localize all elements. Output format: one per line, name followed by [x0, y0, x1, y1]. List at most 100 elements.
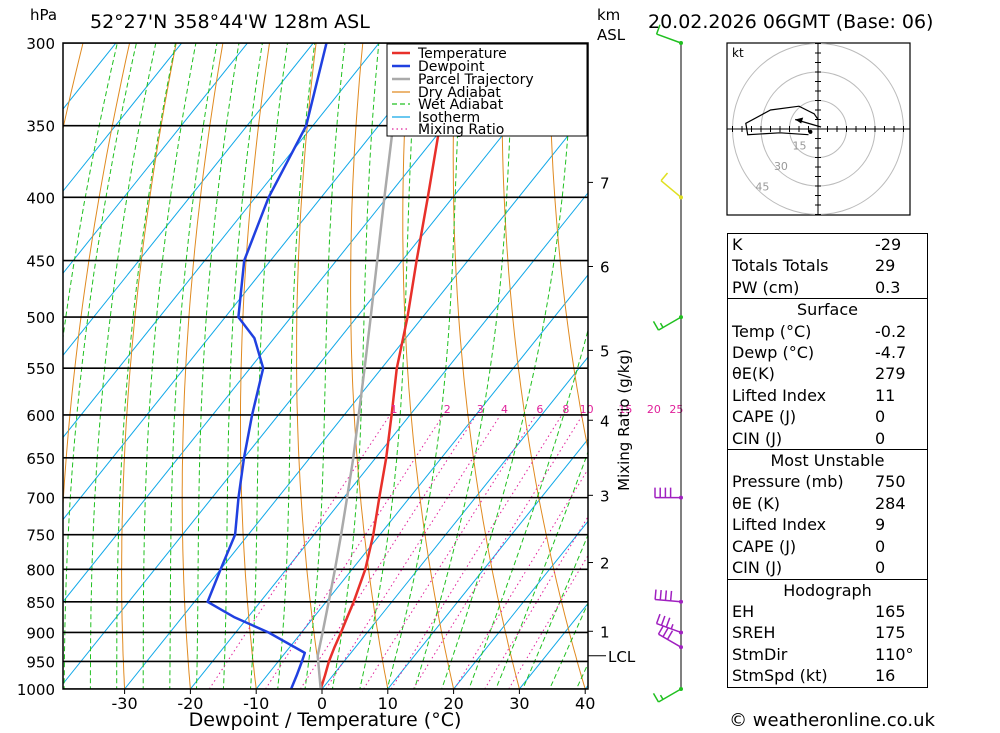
hodograph-row: EH 165 — [728, 601, 927, 622]
wind-barb-feather — [655, 613, 661, 624]
index-value: -4.7 — [875, 343, 907, 363]
most-unstable-row: Lifted Index 9 — [728, 514, 927, 535]
mixing-ratio-axis-label: Mixing Ratio (g/kg) — [615, 349, 633, 491]
wet-adiabat-line — [142, 43, 197, 689]
index-value: 16 — [875, 666, 896, 686]
index-label: K — [732, 235, 743, 254]
hpa-label: hPa — [30, 6, 57, 24]
index-value: 29 — [875, 256, 896, 276]
hodograph: kt 15 30 45 — [726, 42, 911, 216]
mixing-ratio-value-label: 10 — [580, 403, 594, 416]
asl-label: ASL — [597, 26, 626, 44]
index-value: -29 — [875, 235, 902, 254]
isotherm-line — [255, 274, 588, 689]
index-label: θE(K) — [732, 364, 775, 384]
wet-adiabat-line — [89, 43, 157, 689]
km-tick-label: 3 — [600, 487, 610, 505]
surface-section-title: Surface — [728, 298, 927, 320]
wet-adiabat-line — [63, 43, 118, 342]
hodograph-row: StmDir 110° — [728, 644, 927, 665]
wind-barb — [652, 315, 683, 331]
index-value: 0 — [875, 558, 886, 578]
hodograph-ring-label: 30 — [774, 160, 788, 173]
hodograph-unit: kt — [732, 46, 744, 60]
km-tick-label: 7 — [600, 174, 610, 192]
km-tick-label: 4 — [600, 412, 610, 430]
wind-barb-staff — [656, 33, 682, 44]
hodograph-ring-label: 15 — [792, 140, 806, 153]
index-value: 0 — [875, 536, 886, 556]
surface-row: θE(K) 279 — [728, 363, 927, 384]
most-unstable-section-title: Most Unstable — [728, 449, 927, 471]
index-label: Pressure (mb) — [732, 472, 844, 492]
wind-barb-dot — [679, 645, 683, 650]
wind-barb-feather — [659, 589, 662, 601]
chart-overlay: 3003504004505005506006507007508008509009… — [17, 24, 683, 713]
index-label: CIN (J) — [732, 428, 783, 448]
isotherm-line — [387, 438, 588, 689]
index-label: Lifted Index — [732, 385, 827, 405]
mixing-ratio-value-label: 4 — [501, 403, 508, 416]
pressure-tick-label: 900 — [26, 624, 55, 642]
isotherm-line — [63, 43, 249, 275]
x-tick-label: -30 — [112, 694, 138, 713]
surface-row: Lifted Index 11 — [728, 385, 927, 406]
wind-barb-feather — [652, 321, 660, 331]
wet-adiabat-line — [386, 43, 463, 689]
isotherm-line — [63, 43, 117, 110]
lcl-label: LCL — [608, 648, 636, 666]
wind-barb — [655, 613, 683, 635]
wet-adiabat-line — [222, 43, 263, 689]
index-label: StmDir — [732, 644, 788, 664]
plot-frame — [62, 42, 589, 690]
wind-barb-feather — [664, 590, 668, 601]
mixing-ratio-value-label: 3 — [477, 403, 484, 416]
index-label: Totals Totals — [732, 256, 829, 276]
wind-barb-dot — [679, 195, 683, 200]
index-label: CIN (J) — [732, 558, 783, 578]
plot-area — [63, 43, 588, 689]
wind-barb-staff — [658, 633, 682, 648]
index-value: 9 — [875, 515, 886, 535]
km-tick-label: 5 — [600, 342, 610, 360]
wind-barb-staff — [656, 622, 682, 634]
pressure-tick-label: 1000 — [17, 681, 55, 699]
index-label: Lifted Index — [732, 515, 827, 535]
isotherm-line — [452, 520, 588, 689]
mixing-ratio-value-label: 15 — [618, 403, 632, 416]
index-value: 110° — [875, 644, 914, 664]
wind-barb-feather — [660, 172, 669, 182]
wind-barb-feather — [662, 627, 669, 638]
legend-wet-adiabat: Wet Adiabat — [418, 97, 504, 113]
index-value: 175 — [875, 623, 906, 643]
pressure-tick-label: 500 — [26, 309, 55, 327]
index-label: CAPE (J) — [732, 407, 797, 427]
surface-row: CAPE (J) 0 — [728, 406, 927, 427]
pressure-tick-label: 550 — [26, 360, 55, 378]
pressure-tick-label: 300 — [26, 35, 55, 53]
legend-box: Temperature Dewpoint Parcel Trajectory D… — [386, 43, 588, 138]
wind-barb-feather — [655, 24, 661, 35]
pressure-tick-label: 350 — [26, 118, 55, 136]
wind-barb-dot — [679, 630, 683, 635]
index-value: 0 — [875, 407, 886, 427]
dry-adiabat-line — [548, 43, 588, 452]
wind-barb-feather — [665, 617, 671, 628]
isotherm-line — [189, 192, 588, 689]
datetime-title: 20.02.2026 06GMT (Base: 06) — [648, 11, 933, 33]
pressure-tick-label: 700 — [26, 490, 55, 508]
mixing-ratio-line — [390, 414, 563, 689]
legend-temperature: Temperature — [417, 46, 507, 62]
mixing-ratio-value-label: 6 — [536, 403, 543, 416]
km-tick-label: 1 — [600, 623, 610, 641]
wet-adiabat-line — [249, 43, 289, 689]
surface-row: Dewp (°C) -4.7 — [728, 342, 927, 363]
index-row-totals: Totals Totals 29 — [728, 255, 927, 276]
index-value: 11 — [875, 385, 896, 405]
legend-dry-adiabat: Dry Adiabat — [418, 85, 501, 101]
wind-barb — [654, 589, 683, 604]
pressure-tick-label: 800 — [26, 561, 55, 579]
indices-table: K -29 Totals Totals 29 PW (cm) 0.3 Surface … — [727, 233, 928, 688]
wind-barb-staff — [655, 598, 682, 603]
